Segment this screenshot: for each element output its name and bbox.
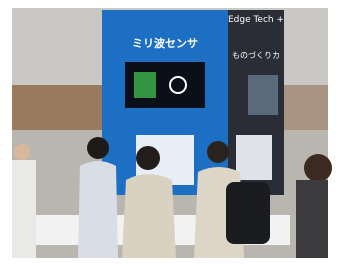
person-body [78,161,118,258]
person-head [207,141,229,163]
person-head [14,144,30,160]
side-title: Edge Tech + [228,15,284,25]
side-screen [248,75,278,115]
person-body [12,160,36,258]
backpack [226,182,270,244]
screen-graphic [134,72,156,98]
booth-title: ミリ波センサ [132,36,198,50]
photo: ミリ波センサ Edge Tech + ものづくりカ [0,0,340,264]
side-subtitle: ものづくりカ [232,51,280,60]
person-body [122,174,176,258]
person-head [304,154,332,182]
person-body [296,180,328,258]
side-board [236,135,272,180]
person-head [87,137,109,159]
person-head [136,146,160,170]
page: ミリ波センサ Edge Tech + ものづくりカ (() => { const… [0,0,340,264]
